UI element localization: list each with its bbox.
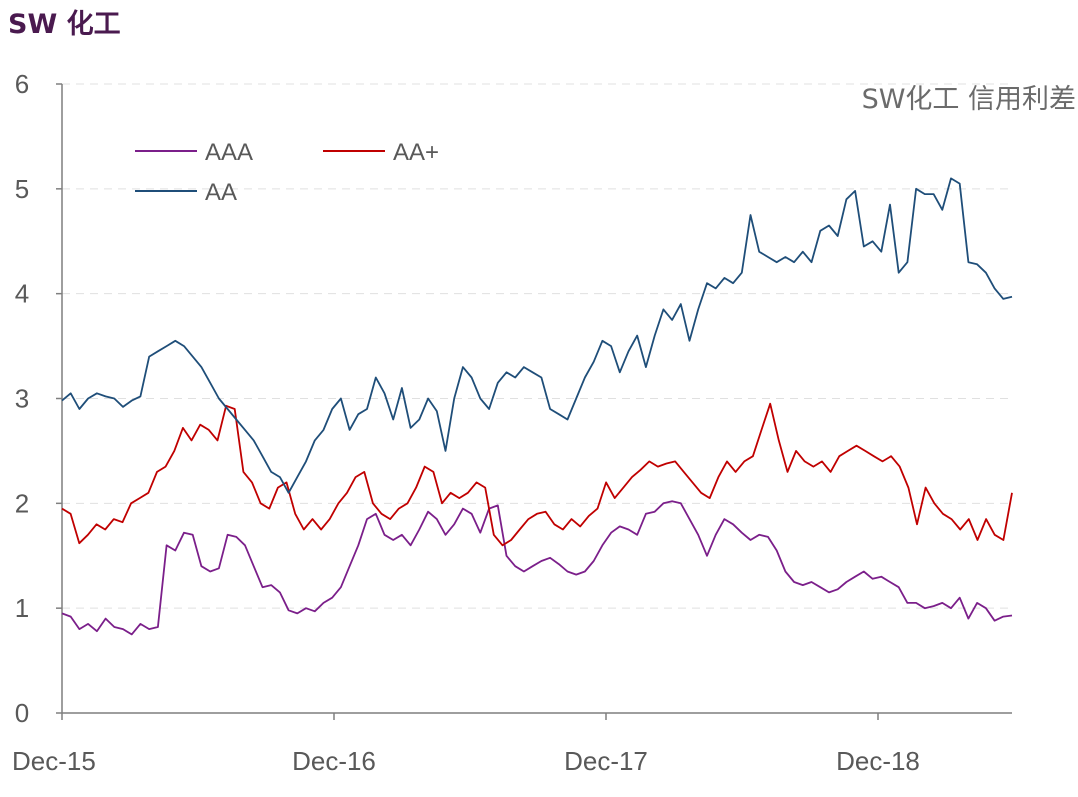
y-tick-label: 4 [15,279,29,309]
chart-title: SW化工 信用利差 [862,84,1076,115]
x-tick-label: Dec-17 [564,746,648,776]
y-tick-label: 5 [15,174,29,204]
y-tick-label: 3 [15,384,29,414]
legend-label: AA [205,179,237,206]
x-tick-label: Dec-18 [836,746,920,776]
series-line-aaa [61,500,1013,636]
x-tick-label: Dec-16 [292,746,376,776]
x-tick-labels: Dec-15 Dec-16 Dec-17 Dec-18 [12,746,920,776]
legend-label: AA+ [393,139,439,166]
y-tick-label: 6 [15,69,29,99]
y-tick-label: 2 [15,488,29,518]
y-tick-labels: 0 1 2 3 4 5 6 [15,69,29,728]
axes [56,83,1012,720]
legend: AAA AA+ AA [135,139,439,206]
page-title: SW 化工 [8,9,121,40]
series-lines [61,177,1013,636]
series-line-aa [61,177,1013,494]
gridlines [62,83,1012,609]
x-tick-label: Dec-15 [12,746,96,776]
series-line-aa-plus [61,402,1013,547]
legend-label: AAA [205,139,253,166]
y-tick-label: 0 [15,698,29,728]
y-tick-label: 1 [15,593,29,623]
